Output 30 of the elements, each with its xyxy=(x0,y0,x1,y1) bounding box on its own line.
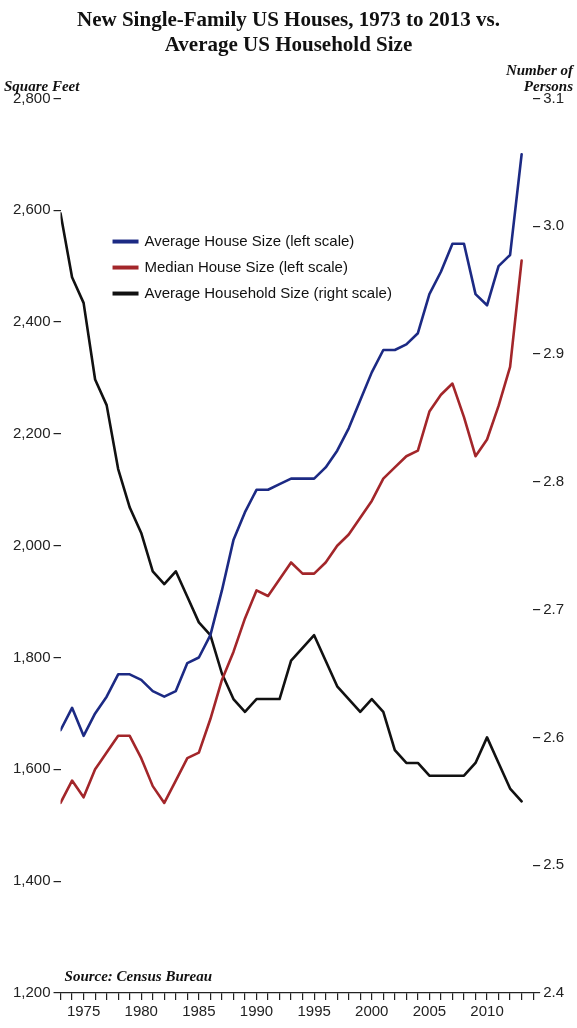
x-tick-label: 1985 xyxy=(182,1002,216,1020)
x-tick-label: 2005 xyxy=(412,1002,447,1020)
x-tick-label: 1980 xyxy=(124,1002,158,1020)
text: New Single-Family US Houses, 1973 to 2013 vs. xyxy=(77,7,500,32)
x-tick-label: 2010 xyxy=(470,1002,504,1020)
x-tick-label: 2000 xyxy=(355,1002,389,1020)
y2-tick-label: 2.8 xyxy=(543,471,565,489)
legend-label: Average House Size (left scale) xyxy=(144,231,355,249)
legend-label: Average Household Size (right scale) xyxy=(144,283,392,301)
y-tick-label: 1,200 xyxy=(12,983,51,1001)
y-tick-label: 2,600 xyxy=(12,200,51,218)
annotation: Source: Census Bureau xyxy=(64,968,213,985)
y2-tick-label: 3.0 xyxy=(543,216,565,234)
x-tick-label: 1990 xyxy=(239,1002,274,1020)
y2-tick-label: 2.9 xyxy=(543,344,565,362)
y2-tick-label: 2.6 xyxy=(543,727,565,745)
legend-label: Median House Size (left scale) xyxy=(144,257,348,275)
y-tick-label: 2,000 xyxy=(12,535,51,553)
x-tick-label: 1995 xyxy=(297,1002,331,1020)
y-tick-label: 2,400 xyxy=(12,312,51,330)
text: Average US Household Size xyxy=(164,32,413,57)
y-tick-label: 1,800 xyxy=(12,647,51,665)
y2-tick-label: 2.4 xyxy=(543,983,565,1001)
y-tick-label: 1,600 xyxy=(12,759,51,777)
y-tick-label: 2,200 xyxy=(12,424,51,442)
y2-axis-title: Number of Persons xyxy=(504,61,575,94)
y2-tick-label: 2.7 xyxy=(543,599,565,617)
y2-tick-label: 2.5 xyxy=(543,855,565,873)
y-tick-label: 1,400 xyxy=(12,871,51,889)
x-tick-label: 1975 xyxy=(66,1002,101,1020)
